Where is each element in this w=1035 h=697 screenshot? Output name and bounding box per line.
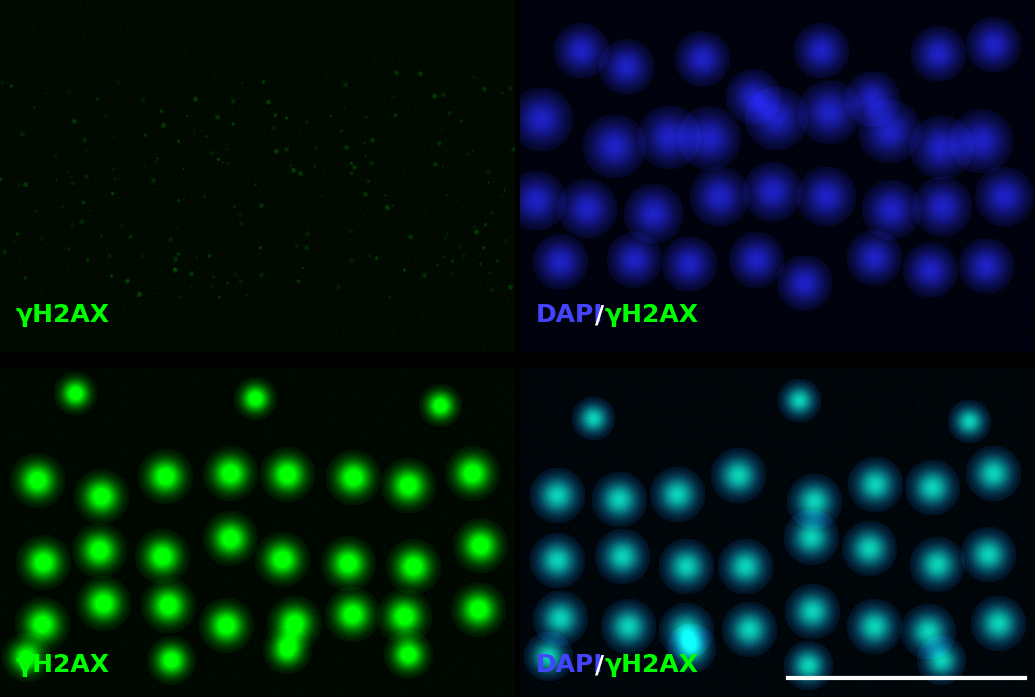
Text: γH2AX: γH2AX <box>605 303 699 328</box>
Text: /: / <box>595 653 603 677</box>
Text: γH2AX: γH2AX <box>605 653 699 677</box>
Text: DAPI: DAPI <box>535 653 603 677</box>
Text: γH2AX: γH2AX <box>16 303 110 328</box>
Text: /: / <box>595 303 603 328</box>
Text: DAPI: DAPI <box>535 303 603 328</box>
Text: γH2AX: γH2AX <box>16 653 110 677</box>
